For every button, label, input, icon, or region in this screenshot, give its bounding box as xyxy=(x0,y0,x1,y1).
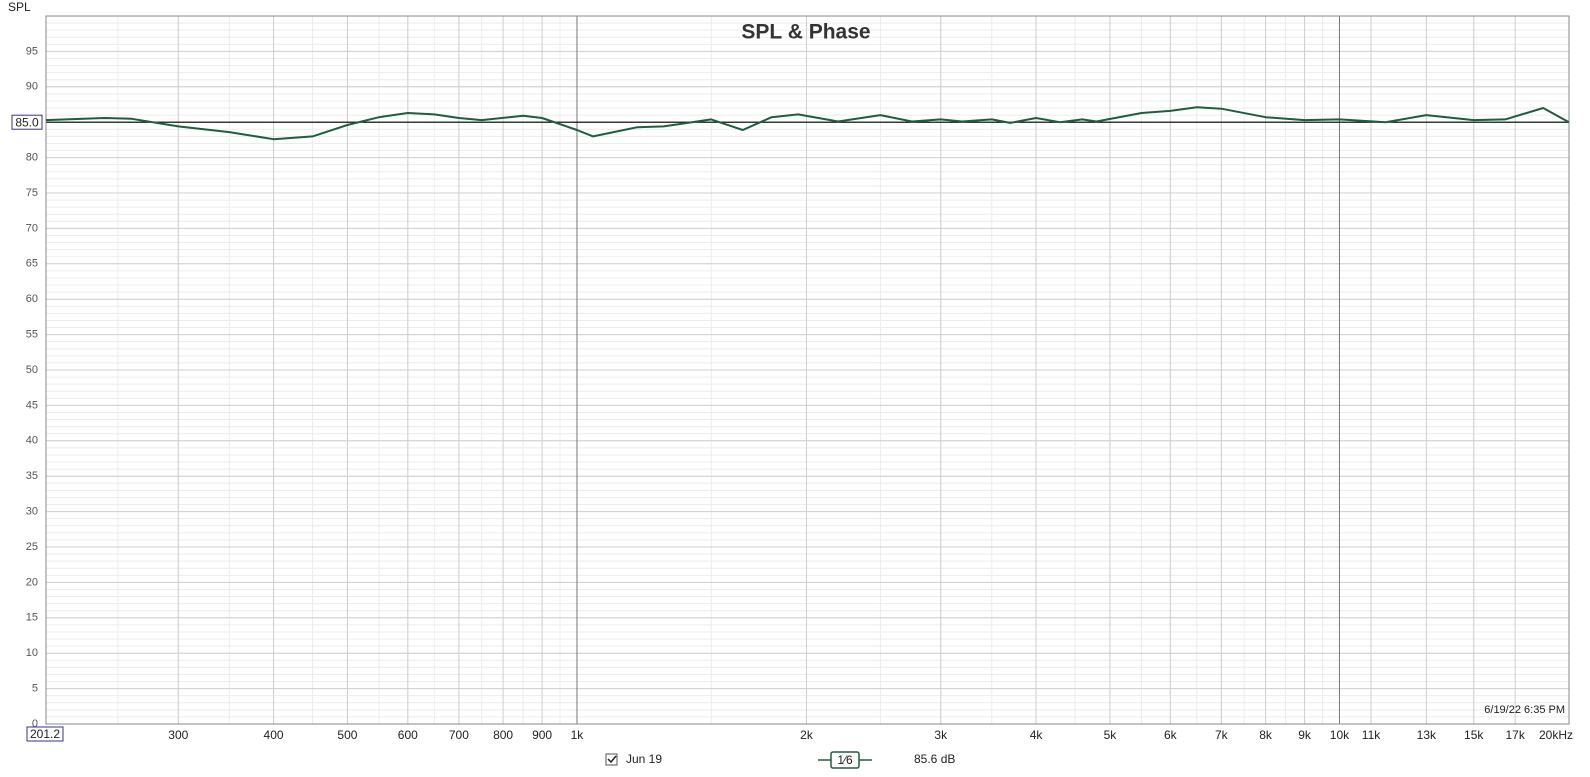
chart-title: SPL & Phase xyxy=(741,21,870,44)
x-tick-label: 17k xyxy=(1506,728,1526,742)
y-tick-label: 30 xyxy=(26,506,38,518)
y-tick-label: 35 xyxy=(26,470,38,482)
smoothing-label: 1⁄6 xyxy=(837,753,853,767)
x-tick-label: 700 xyxy=(449,728,469,742)
level-label: 85.6 dB xyxy=(914,752,955,766)
y-tick-label: 25 xyxy=(26,541,38,553)
y-tick-label: 5 xyxy=(32,683,38,695)
x-tick-label: 4k xyxy=(1030,728,1044,742)
legend-entry[interactable]: Jun 19 xyxy=(626,752,662,766)
y-tick-label: 0 xyxy=(32,718,38,730)
smoothing-box[interactable] xyxy=(830,751,860,769)
y-tick-label: 40 xyxy=(26,435,38,447)
x-tick-label: 13k xyxy=(1417,728,1437,742)
x-tick-label: 400 xyxy=(264,728,284,742)
x-tick-label: 8k xyxy=(1259,728,1273,742)
y-tick-label: 65 xyxy=(26,258,38,270)
y-tick-label: 50 xyxy=(26,364,38,376)
y-tick-label: 20 xyxy=(26,576,38,588)
x-tick-label: 201.2 xyxy=(30,727,60,741)
series-line xyxy=(45,106,1570,141)
y-axis-label: SPL xyxy=(8,0,31,14)
plot-frame xyxy=(45,15,1570,725)
x-tick-label: 15k xyxy=(1464,728,1484,742)
y-tick-label: 90 xyxy=(26,81,38,93)
reference-label-box xyxy=(11,114,43,130)
plot-layer: 0510152025303540455055606570758085909520… xyxy=(11,15,1573,742)
y-tick-label: 70 xyxy=(26,222,38,234)
y-tick-label: 80 xyxy=(26,152,38,164)
x-tick-label: 500 xyxy=(337,728,357,742)
y-tick-label: 55 xyxy=(26,329,38,341)
x-tick-label: 5k xyxy=(1104,728,1118,742)
x-tick-label: 300 xyxy=(168,728,188,742)
x-tick-label: 900 xyxy=(532,728,552,742)
y-tick-label: 45 xyxy=(26,399,38,411)
x-tick-label: 2k xyxy=(800,728,814,742)
timestamp: 6/19/22 6:35 PM xyxy=(1484,704,1565,716)
y-tick-label: 60 xyxy=(26,293,38,305)
x-tick-label: 600 xyxy=(398,728,418,742)
x-tick-label: 800 xyxy=(493,728,513,742)
x-tick-label: 11k xyxy=(1362,728,1381,742)
x-tick-label: 9k xyxy=(1298,728,1312,742)
reference-label: 85.0 xyxy=(15,115,39,129)
checkmark xyxy=(607,755,617,764)
y-tick-label: 15 xyxy=(26,612,38,624)
x-tick-label: 7k xyxy=(1215,728,1229,742)
x-tick-label: 20kHz xyxy=(1539,728,1573,742)
x-tick-label: 6k xyxy=(1164,728,1178,742)
x-start-box xyxy=(26,726,64,742)
y-tick-label: 95 xyxy=(26,45,38,57)
y-tick-label: 75 xyxy=(26,187,38,199)
legend-checkbox[interactable] xyxy=(605,753,618,766)
x-tick-label: 10k xyxy=(1330,728,1350,742)
x-tick-label: 3k xyxy=(934,728,948,742)
y-tick-label: 10 xyxy=(26,647,38,659)
x-tick-label: 1k xyxy=(571,728,585,742)
